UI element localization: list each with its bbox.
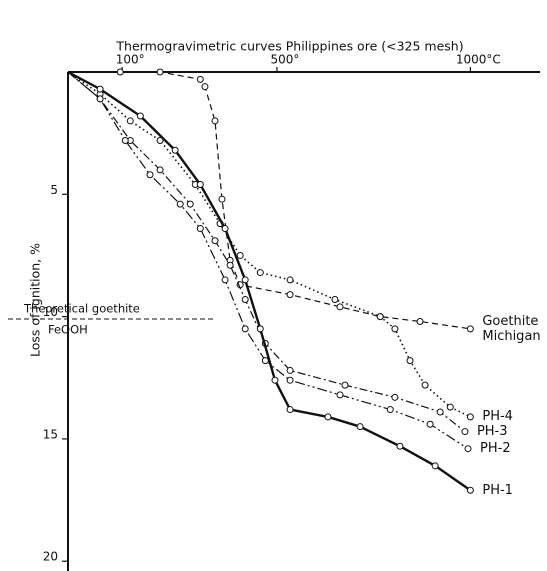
- data-point: [466, 486, 474, 494]
- series-label: PH-4: [482, 409, 513, 425]
- y-tick-label: 5: [50, 183, 58, 197]
- data-point: [196, 181, 204, 189]
- data-point: [446, 403, 454, 411]
- data-point: [421, 381, 429, 389]
- data-point: [416, 318, 424, 325]
- data-point: [236, 251, 244, 259]
- data-point: [211, 117, 219, 125]
- data-point: [196, 225, 204, 233]
- data-point: [96, 85, 104, 93]
- data-point: [406, 357, 414, 365]
- data-point: [286, 276, 294, 284]
- data-point: [391, 393, 399, 401]
- data-point: [156, 68, 164, 76]
- x-tick-label: 500°: [270, 53, 299, 67]
- data-point: [341, 381, 349, 389]
- data-point: [156, 166, 164, 174]
- data-point: [116, 68, 124, 76]
- data-point: [466, 413, 474, 421]
- data-point: [218, 195, 226, 203]
- data-point: [186, 200, 194, 208]
- data-point: [386, 406, 394, 414]
- series-label: PH-2: [480, 441, 511, 457]
- data-point: [211, 237, 219, 245]
- y-axis-label: Loss of ignition, %: [28, 243, 43, 357]
- data-point: [464, 445, 472, 453]
- reference-sublabel: FeOOH: [48, 323, 88, 337]
- chart-title: Thermogravimetric curves Philippines ore…: [115, 39, 463, 54]
- data-point: [241, 325, 249, 333]
- data-point: [286, 291, 294, 299]
- data-point: [324, 413, 332, 421]
- series-line: [67, 70, 472, 492]
- data-point: [461, 428, 469, 436]
- data-point: [156, 136, 164, 144]
- data-point: [146, 171, 154, 179]
- data-point: [171, 146, 179, 154]
- series-line: [68, 71, 471, 330]
- series-label: PH-3: [476, 424, 508, 440]
- data-point: [221, 276, 229, 284]
- series-line: [67, 71, 469, 450]
- data-point: [431, 462, 439, 470]
- data-point: [176, 200, 184, 208]
- x-tick-label: 1000°C: [456, 53, 501, 67]
- series-label: Goethite Michigan: [482, 313, 541, 344]
- data-point: [436, 408, 444, 416]
- x-tick-label: 100°: [116, 53, 145, 67]
- data-point: [256, 325, 264, 333]
- data-point: [226, 261, 234, 269]
- data-point: [201, 83, 209, 91]
- data-point: [396, 442, 404, 450]
- data-point: [196, 75, 204, 83]
- y-tick-label: 15: [43, 427, 58, 441]
- data-point: [271, 376, 279, 384]
- data-point: [426, 420, 434, 428]
- series-line: [67, 71, 471, 418]
- data-point: [336, 303, 344, 311]
- data-point: [286, 406, 294, 414]
- y-tick-label: 10: [43, 305, 58, 319]
- data-point: [466, 325, 474, 333]
- data-point: [261, 357, 269, 365]
- data-point: [241, 295, 249, 303]
- data-point: [286, 366, 294, 374]
- data-point: [376, 313, 384, 321]
- data-point: [126, 117, 134, 125]
- data-point: [241, 276, 249, 284]
- data-point: [391, 325, 399, 333]
- data-point: [331, 295, 339, 303]
- y-tick-label: 20: [43, 550, 58, 564]
- data-point: [256, 269, 264, 277]
- series-line: [67, 71, 466, 433]
- reference-label: Theoretical goethite: [23, 302, 140, 316]
- data-point: [121, 136, 129, 144]
- series-label: PH-1: [482, 482, 513, 498]
- data-point: [136, 112, 144, 120]
- data-point: [96, 95, 104, 103]
- data-point: [286, 376, 294, 384]
- data-point: [356, 423, 364, 431]
- data-point: [336, 391, 344, 399]
- data-point: [221, 225, 229, 233]
